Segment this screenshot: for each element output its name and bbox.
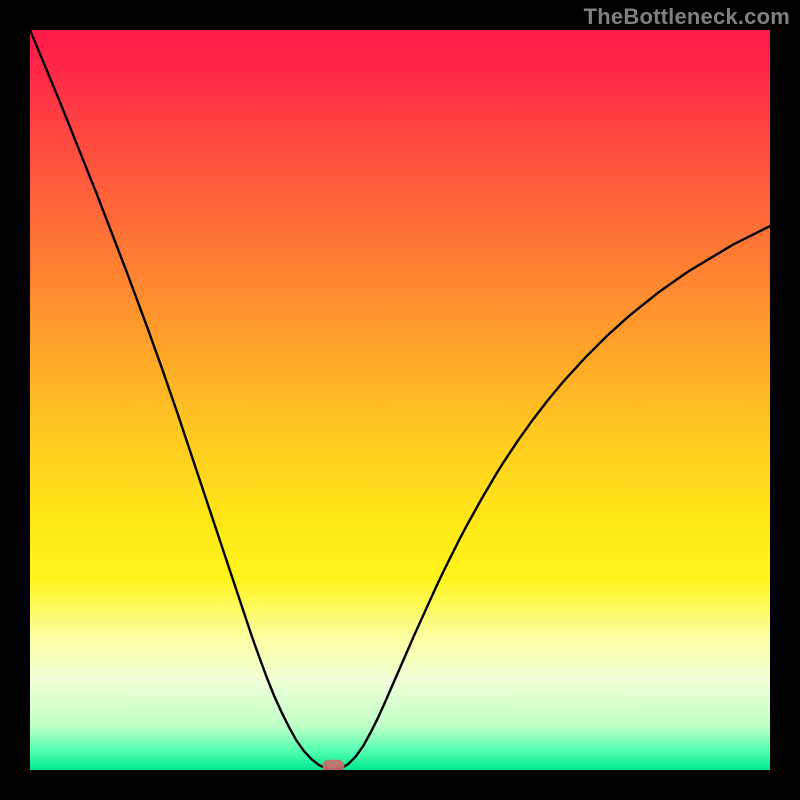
- watermark-label: TheBottleneck.com: [584, 4, 790, 30]
- bottleneck-chart: [0, 0, 800, 800]
- chart-frame: TheBottleneck.com: [0, 0, 800, 800]
- plot-background: [30, 30, 770, 770]
